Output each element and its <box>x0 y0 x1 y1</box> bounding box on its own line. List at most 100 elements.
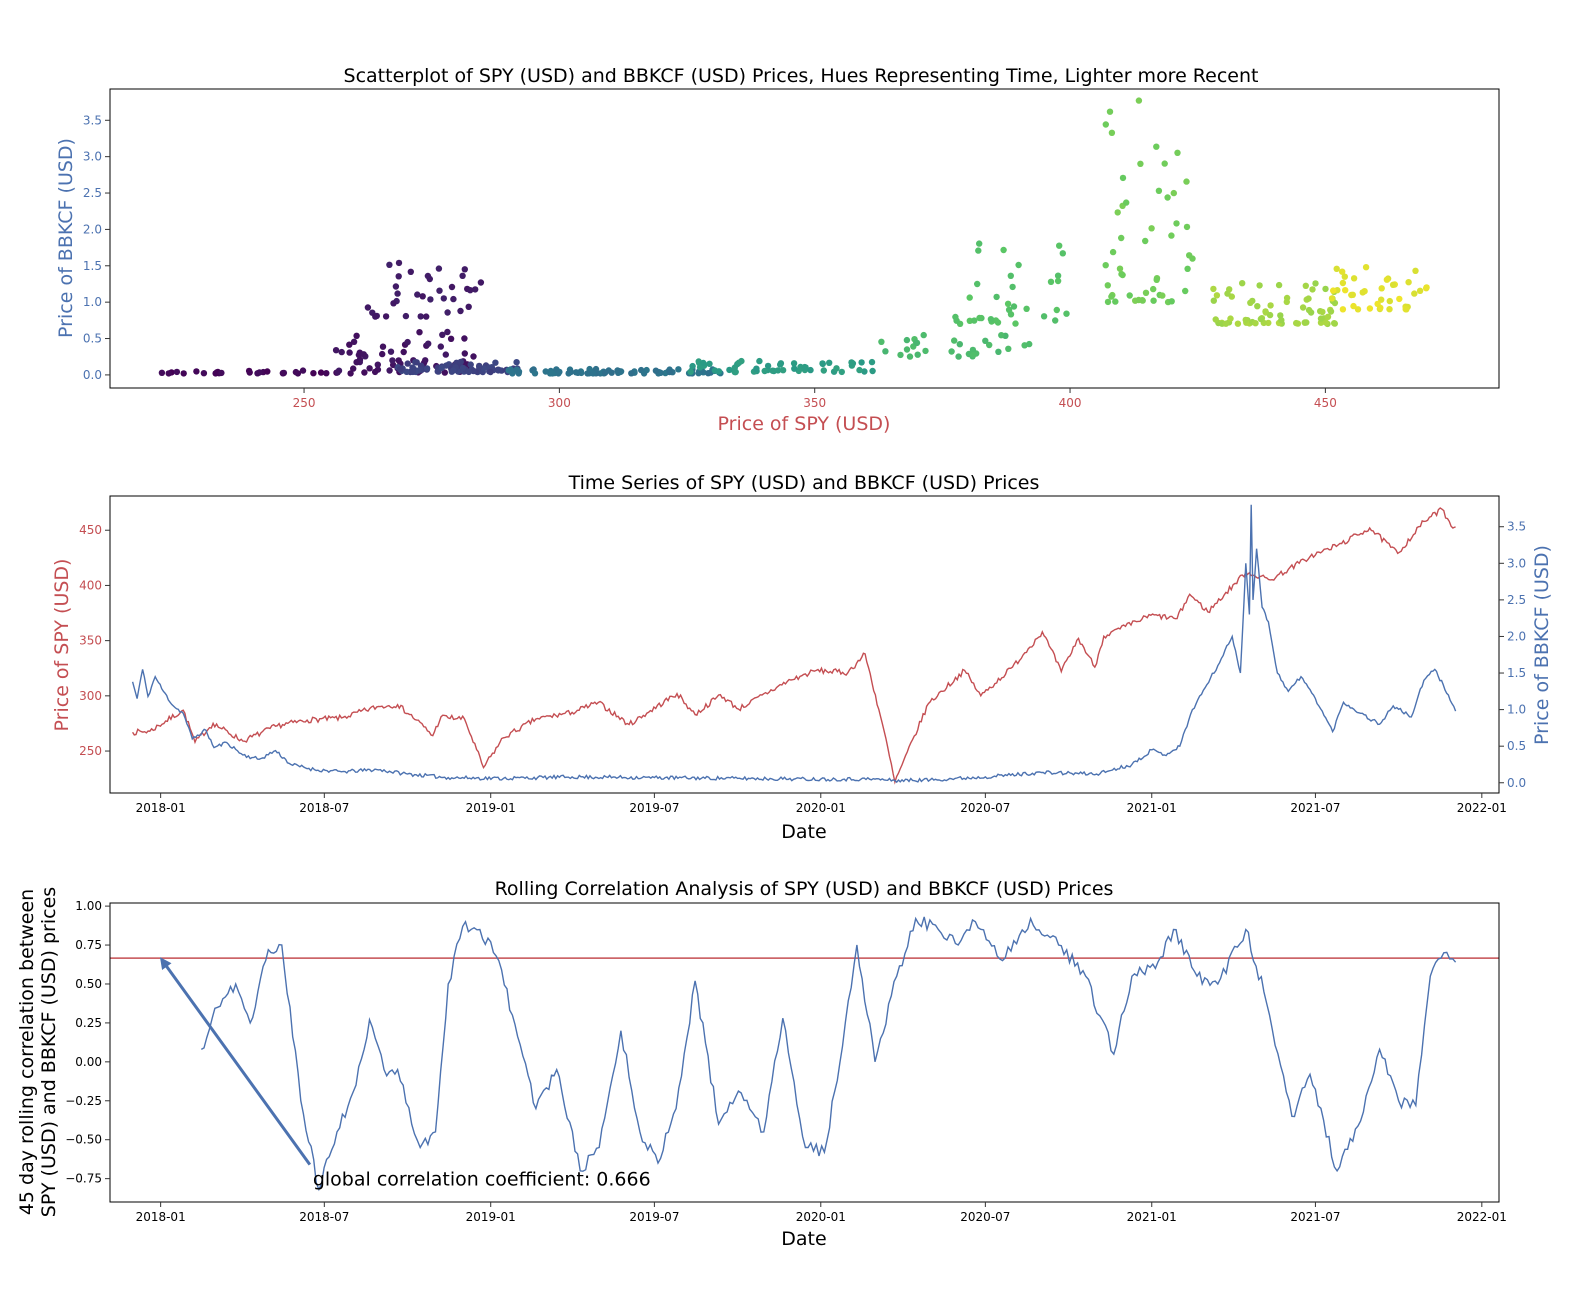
correlation-x-tick-label: 2020-01 <box>796 1210 846 1224</box>
scatter-point <box>1224 290 1231 297</box>
scatter-point <box>976 240 983 247</box>
timeseries-x-ticks: 2018-01 2018-07 2019-01 2019-07 2020-01 2020-… <box>136 793 1507 815</box>
scatter-point <box>1183 223 1191 231</box>
scatter-point <box>447 335 455 342</box>
scatter-point <box>1056 242 1063 249</box>
scatter-point <box>459 364 467 372</box>
scatter-point <box>442 351 449 358</box>
scatter-point <box>323 370 330 377</box>
scatter-point <box>955 353 962 360</box>
annotation-text: global correlation coefficient: 0.666 <box>313 1169 651 1191</box>
correlation-x-tick-label: 2019-01 <box>466 1210 516 1224</box>
scatter-point <box>640 370 648 377</box>
scatter-point <box>1047 278 1055 285</box>
scatter-point <box>882 348 889 355</box>
timeseries-right-y-tick-label: 2.5 <box>1507 593 1526 607</box>
scatter-point <box>878 338 885 345</box>
timeseries-left-y-ticks: 250 300 350 400 450 <box>79 523 110 758</box>
scatter-point <box>470 353 477 360</box>
scatter-point <box>350 365 357 372</box>
bbkcf-price-line <box>131 504 1457 784</box>
scatter-point <box>556 368 563 376</box>
scatter-point <box>956 341 963 348</box>
scatter-point <box>1278 317 1285 324</box>
scatter-point <box>444 328 451 336</box>
scatter-point <box>1112 298 1119 305</box>
scatter-point <box>1108 129 1116 136</box>
scatter-point <box>998 332 1005 339</box>
scatter-point <box>1378 296 1385 303</box>
scatter-point <box>689 362 696 370</box>
scatter-y-tick-label: 3.0 <box>83 150 102 164</box>
scatter-point <box>1283 294 1291 302</box>
scatter-point <box>364 304 372 311</box>
scatter-point <box>1210 285 1217 293</box>
scatter-point <box>1150 297 1157 304</box>
scatter-y-tick-label: 2.5 <box>83 186 102 200</box>
scatter-point <box>1252 320 1259 327</box>
scatter-point <box>1009 283 1016 291</box>
scatter-point <box>1302 282 1310 289</box>
scatter-point <box>869 367 876 375</box>
correlation-x-tick-label: 2021-07 <box>1290 1210 1340 1224</box>
scatter-point <box>361 369 368 376</box>
timeseries-left-y-tick-label: 450 <box>79 523 102 537</box>
scatter-point <box>435 265 443 272</box>
scatter-point <box>1242 316 1249 324</box>
correlation-y-ticks: −0.75 −0.50 −0.25 0.00 0.25 0.50 0.75 1.00 <box>65 899 110 1186</box>
scatter-point <box>969 346 977 354</box>
timeseries-left-y-axis-label: Price of SPY (USD) <box>51 559 73 732</box>
scatter-point <box>1116 265 1124 272</box>
scatter-point <box>1104 298 1112 306</box>
scatter-point <box>1254 303 1261 310</box>
scatter-point <box>414 291 421 298</box>
scatter-point <box>715 368 723 375</box>
scatter-point <box>542 368 549 375</box>
scatter-point <box>1333 265 1340 272</box>
scatter-point <box>372 313 379 320</box>
correlation-x-tick-label: 2018-01 <box>136 1210 186 1224</box>
scatter-point <box>738 357 745 365</box>
scatter-point <box>952 313 959 321</box>
scatter-point <box>346 341 353 348</box>
scatter-point <box>1210 297 1218 304</box>
scatter-point <box>1212 316 1219 323</box>
scatter-point <box>1386 306 1393 313</box>
scatter-point <box>1005 306 1013 313</box>
scatter-point <box>461 335 468 342</box>
correlation-y-tick-label: −0.25 <box>65 1094 102 1108</box>
scatter-point <box>461 266 468 273</box>
scatter-point <box>409 368 417 375</box>
scatter-point <box>200 370 208 377</box>
scatter-point <box>444 309 451 316</box>
correlation-y-axis-label-line2: SPY (USD) and BBKCF (USD) prices <box>38 887 60 1217</box>
scatter-point <box>1164 194 1171 201</box>
scatter-point <box>1328 295 1336 302</box>
scatter-y-tick-label: 1.0 <box>83 295 102 309</box>
scatter-y-tick-label: 2.0 <box>83 222 102 236</box>
timeseries-x-tick-label: 2022-01 <box>1457 801 1507 815</box>
scatter-point <box>1142 237 1149 245</box>
scatter-x-tick-label: 300 <box>548 396 571 410</box>
correlation-panel: Rolling Correlation Analysis of SPY (USD… <box>16 878 1507 1250</box>
timeseries-x-tick-label: 2018-01 <box>136 801 186 815</box>
scatter-point <box>1026 340 1033 348</box>
scatter-point <box>264 368 271 375</box>
scatter-point <box>1324 313 1332 320</box>
scatter-point <box>1102 121 1110 128</box>
scatter-point <box>1299 304 1307 311</box>
scatter-point <box>802 364 809 371</box>
scatter-point <box>417 313 424 320</box>
timeseries-right-y-tick-label: 3.0 <box>1507 556 1526 570</box>
scatter-point <box>193 368 200 375</box>
timeseries-right-y-axis-label: Price of BBKCF (USD) <box>1531 545 1553 745</box>
scatter-point <box>1322 319 1330 326</box>
scatter-point <box>1247 299 1254 306</box>
scatter-point <box>457 358 464 366</box>
timeseries-right-y-tick-label: 1.0 <box>1507 703 1526 717</box>
scatter-point <box>1322 285 1329 293</box>
scatter-point <box>1227 315 1234 322</box>
scatter-point <box>1054 277 1062 285</box>
scatter-point <box>292 368 300 376</box>
scatter-point <box>574 369 582 376</box>
